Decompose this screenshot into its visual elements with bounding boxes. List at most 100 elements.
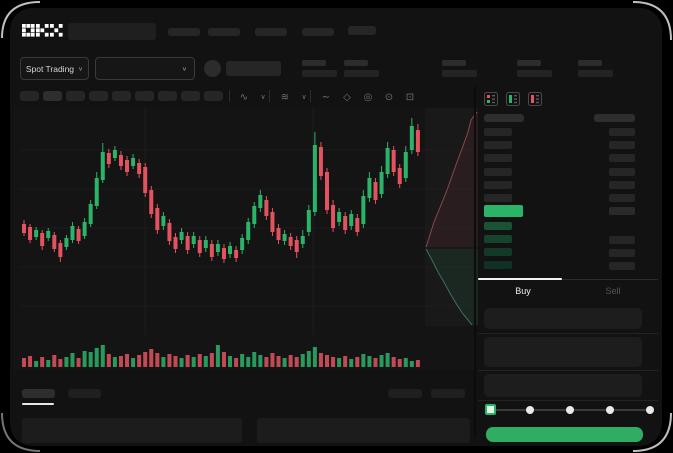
volume-bar: [76, 358, 81, 367]
last-price-bar[interactable]: [484, 205, 523, 217]
bottom-action[interactable]: [388, 389, 422, 398]
ask-size-placeholder[interactable]: [609, 167, 635, 176]
total-input-placeholder[interactable]: [484, 374, 642, 397]
ask-price-placeholder[interactable]: [484, 194, 512, 202]
volume-bar: [46, 360, 51, 367]
fullscreen-icon[interactable]: ⊡: [405, 92, 415, 103]
candle: [179, 232, 184, 240]
candle: [82, 222, 87, 236]
buy-button[interactable]: [486, 427, 643, 442]
candle: [276, 228, 281, 240]
search-placeholder[interactable]: [68, 23, 156, 40]
ask-size-placeholder[interactable]: [609, 194, 635, 202]
amount-input-placeholder[interactable]: [484, 337, 642, 367]
bid-price-placeholder[interactable]: [484, 248, 512, 257]
timeframe-chip[interactable]: [181, 91, 200, 101]
timeframe-chip[interactable]: [204, 91, 223, 101]
ask-size-placeholder[interactable]: [609, 128, 635, 136]
orderbook-header-placeholder: [484, 114, 524, 122]
candle: [70, 226, 75, 240]
bid-price-placeholder[interactable]: [484, 221, 512, 230]
volume-bar: [34, 361, 39, 367]
nav-item[interactable]: [168, 28, 200, 36]
settings-icon[interactable]: ⊙: [384, 92, 394, 103]
timeframe-chip[interactable]: [89, 91, 108, 101]
price-input-placeholder[interactable]: [484, 308, 642, 329]
tab-buy[interactable]: Buy: [515, 286, 531, 296]
ask-price-placeholder[interactable]: [484, 167, 512, 176]
slider-stop[interactable]: [566, 406, 574, 414]
ask-size-placeholder[interactable]: [609, 154, 635, 163]
ask-price-placeholder[interactable]: [484, 154, 512, 163]
pair-select-dropdown[interactable]: ∨: [95, 57, 195, 80]
stat-label-placeholder: [344, 60, 368, 66]
candle: [131, 158, 136, 166]
market-type-dropdown[interactable]: Spot Trading ∨: [20, 57, 89, 80]
bottom-tab[interactable]: [68, 389, 101, 398]
slider-stop[interactable]: [526, 406, 534, 414]
volume-bar: [276, 356, 281, 367]
stat-label-placeholder: [578, 60, 602, 66]
book-all-icon[interactable]: [484, 92, 498, 106]
volume-bar: [331, 357, 336, 367]
book-asks-icon[interactable]: [528, 92, 542, 106]
bid-size-placeholder[interactable]: [609, 235, 635, 244]
nav-item[interactable]: [302, 28, 334, 36]
timeframe-chip[interactable]: [158, 91, 177, 101]
ask-size-placeholder[interactable]: [609, 180, 635, 189]
nav-item[interactable]: [208, 28, 240, 36]
candle-type-icon[interactable]: ≋: [280, 92, 290, 103]
chart-pane[interactable]: [14, 107, 476, 370]
timeframe-chip[interactable]: [20, 91, 39, 101]
volume-bar: [22, 358, 26, 367]
nav-item[interactable]: [348, 26, 376, 35]
candle: [391, 150, 396, 172]
book-bids-icon[interactable]: [506, 92, 520, 106]
bid-price-placeholder[interactable]: [484, 234, 512, 243]
slider-stop[interactable]: [606, 406, 614, 414]
bid-size-placeholder[interactable]: [609, 249, 635, 258]
tab-sell[interactable]: Sell: [605, 286, 621, 296]
ask-price-placeholder[interactable]: [484, 128, 512, 136]
indicator-icon[interactable]: ∿: [239, 92, 249, 103]
volume-bar: [173, 356, 178, 367]
timeframe-chip[interactable]: [135, 91, 154, 101]
volume-bar: [64, 357, 69, 367]
volume-bar: [70, 353, 75, 367]
candle: [385, 148, 390, 174]
compare-icon[interactable]: ◇: [343, 92, 351, 103]
candle: [228, 246, 233, 254]
volume-bar: [403, 358, 408, 367]
okx-logo[interactable]: [22, 24, 64, 39]
volume-bar: [167, 354, 172, 367]
volume-bar: [143, 352, 148, 367]
candle: [306, 210, 311, 232]
ask-price-placeholder[interactable]: [484, 180, 512, 189]
ask-price-placeholder[interactable]: [484, 141, 512, 150]
volume-bar: [385, 353, 390, 367]
candle: [379, 172, 384, 194]
timeframe-chip[interactable]: [43, 91, 62, 101]
slider-stop[interactable]: [646, 406, 654, 414]
candle: [258, 195, 263, 208]
nav-item[interactable]: [255, 28, 287, 36]
chevron-down-icon[interactable]: ∨: [301, 94, 307, 101]
ask-size-placeholder[interactable]: [609, 141, 635, 150]
volume-bar: [312, 347, 317, 367]
candle: [167, 223, 172, 241]
volume-bar: [125, 354, 130, 367]
slider-handle[interactable]: [485, 404, 496, 415]
camera-icon[interactable]: ◎: [363, 92, 373, 103]
bid-size-placeholder[interactable]: [609, 262, 635, 271]
line-tool-icon[interactable]: ∼: [321, 92, 331, 103]
bid-price-placeholder[interactable]: [484, 261, 512, 270]
timeframe-chip[interactable]: [66, 91, 85, 101]
bottom-action[interactable]: [431, 389, 465, 398]
candle: [143, 167, 148, 193]
bottom-tab-active[interactable]: [22, 389, 55, 398]
candle: [294, 240, 299, 252]
timeframe-chip[interactable]: [112, 91, 131, 101]
chevron-down-icon[interactable]: ∨: [260, 94, 266, 101]
candle: [137, 163, 142, 174]
